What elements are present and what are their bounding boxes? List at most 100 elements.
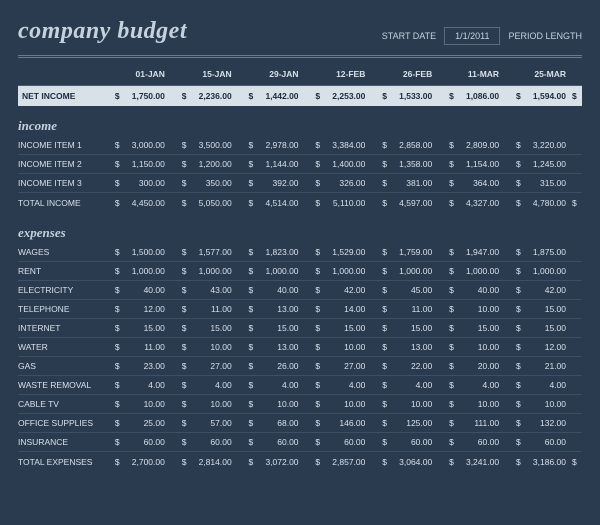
period-length-label: PERIOD LENGTH [508,31,582,41]
col-header: 25-MAR [501,66,568,86]
cell: $3,384.00 [301,136,368,155]
cell: $2,700.00 [100,452,167,473]
cell: $111.00 [434,414,501,433]
cell: $1,750.00 [100,86,167,107]
cell: $2,814.00 [167,452,234,473]
cell: $4,450.00 [100,193,167,214]
row-label: INCOME ITEM 3 [18,174,100,193]
cell: $15.00 [367,319,434,338]
row-label: INTERNET [18,319,100,338]
cell: $15.00 [301,319,368,338]
cell: $5,050.00 [167,193,234,214]
row-label: OFFICE SUPPLIES [18,414,100,433]
row-label: TELEPHONE [18,300,100,319]
cell: $10.00 [501,395,568,414]
cell: $68.00 [234,414,301,433]
cell: $12.00 [501,338,568,357]
cell: $40.00 [234,281,301,300]
cell: $1,000.00 [434,262,501,281]
cell: $4.00 [234,376,301,395]
cell: $11.00 [167,300,234,319]
cell: $1,759.00 [367,243,434,262]
cell: $57.00 [167,414,234,433]
cell: $1,529.00 [301,243,368,262]
cell: $27.00 [167,357,234,376]
cell: $60.00 [501,433,568,452]
table-row: CABLE TV$10.00$10.00$10.00$10.00$10.00$1… [18,395,582,414]
cell: $1,875.00 [501,243,568,262]
cell: $10.00 [301,395,368,414]
cell: $3,064.00 [367,452,434,473]
cell: $1,577.00 [167,243,234,262]
cell: $15.00 [167,319,234,338]
cell: $146.00 [301,414,368,433]
cell: $3,000.00 [100,136,167,155]
cell: $11.00 [367,300,434,319]
cell: $1,144.00 [234,155,301,174]
cell: $392.00 [234,174,301,193]
total-income-row: TOTAL INCOME$4,450.00$5,050.00$4,514.00$… [18,193,582,214]
cell-trailing: $ [568,193,582,214]
cell: $326.00 [301,174,368,193]
cell: $1,000.00 [100,262,167,281]
cell: $60.00 [434,433,501,452]
cell: $60.00 [234,433,301,452]
cell: $1,442.00 [234,86,301,107]
cell: $4.00 [434,376,501,395]
start-date-input[interactable]: 1/1/2011 [444,27,500,45]
cell: $10.00 [167,338,234,357]
cell: $1,594.00 [501,86,568,107]
start-date-label: START DATE [382,31,436,41]
cell: $315.00 [501,174,568,193]
table-row: INCOME ITEM 1$3,000.00$3,500.00$2,978.00… [18,136,582,155]
cell: $4,327.00 [434,193,501,214]
cell: $381.00 [367,174,434,193]
cell: $1,245.00 [501,155,568,174]
table-row: INCOME ITEM 3$300.00$350.00$392.00$326.0… [18,174,582,193]
cell: $15.00 [501,319,568,338]
cell: $13.00 [234,300,301,319]
table-row: OFFICE SUPPLIES$25.00$57.00$68.00$146.00… [18,414,582,433]
total-expenses-row: TOTAL EXPENSES$2,700.00$2,814.00$3,072.0… [18,452,582,473]
row-label: WAGES [18,243,100,262]
cell: $14.00 [301,300,368,319]
cell: $4.00 [367,376,434,395]
section-income: income [18,106,582,136]
cell: $26.00 [234,357,301,376]
cell: $4,514.00 [234,193,301,214]
table-row: GAS$23.00$27.00$26.00$27.00$22.00$20.00$… [18,357,582,376]
cell: $2,858.00 [367,136,434,155]
cell: $10.00 [434,395,501,414]
cell: $10.00 [434,300,501,319]
col-header: 11-MAR [434,66,501,86]
table-row: TELEPHONE$12.00$11.00$13.00$14.00$11.00$… [18,300,582,319]
cell: $27.00 [301,357,368,376]
cell: $60.00 [301,433,368,452]
net-income-row: NET INCOME$1,750.00$2,236.00$1,442.00$2,… [18,86,582,107]
cell-trailing: $ [568,452,582,473]
cell: $1,358.00 [367,155,434,174]
cell: $5,110.00 [301,193,368,214]
cell: $60.00 [100,433,167,452]
cell: $1,086.00 [434,86,501,107]
col-blank [568,66,582,86]
cell: $1,400.00 [301,155,368,174]
cell: $350.00 [167,174,234,193]
cell: $15.00 [100,319,167,338]
page-title: company budget [18,18,187,45]
row-label: INCOME ITEM 1 [18,136,100,155]
table-row: RENT$1,000.00$1,000.00$1,000.00$1,000.00… [18,262,582,281]
row-label: GAS [18,357,100,376]
header-divider [18,55,582,58]
row-label: WASTE REMOVAL [18,376,100,395]
cell: $15.00 [434,319,501,338]
col-header: 29-JAN [234,66,301,86]
cell: $2,253.00 [301,86,368,107]
cell: $4.00 [301,376,368,395]
cell: $12.00 [100,300,167,319]
cell: $10.00 [434,338,501,357]
table-row: WATER$11.00$10.00$13.00$10.00$13.00$10.0… [18,338,582,357]
cell: $10.00 [301,338,368,357]
cell: $42.00 [301,281,368,300]
cell: $4.00 [167,376,234,395]
